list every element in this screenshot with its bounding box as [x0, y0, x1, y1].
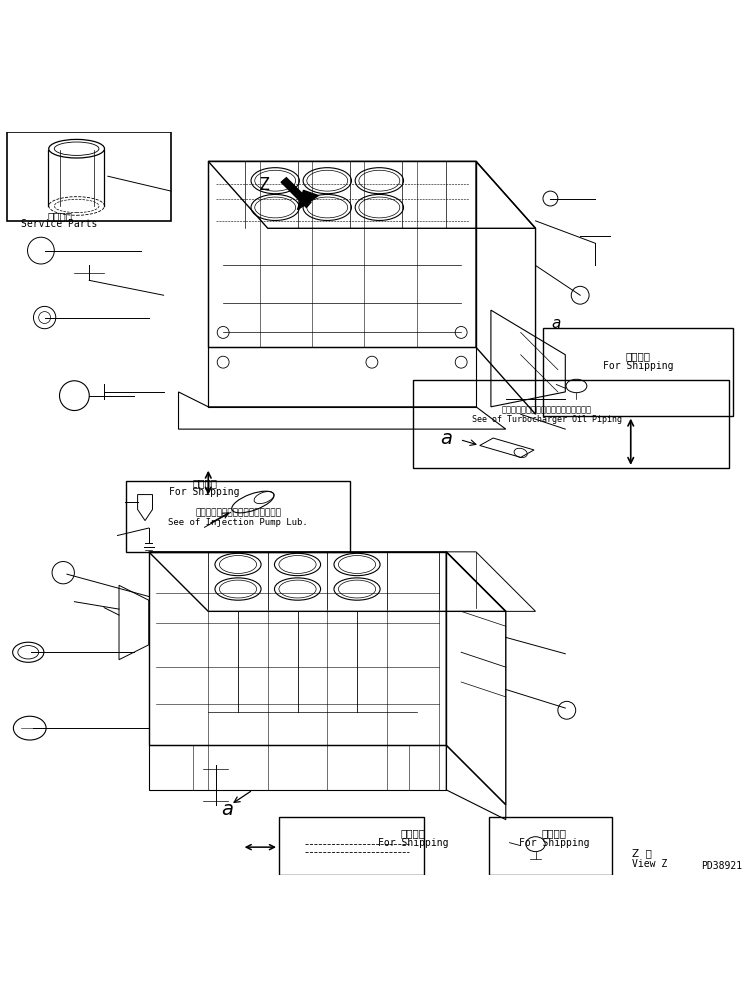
Text: インジェクションポンプルーブ参照: インジェクションポンプルーブ参照: [195, 509, 281, 518]
Text: Z: Z: [258, 176, 270, 194]
Text: For Shipping: For Shipping: [377, 838, 448, 848]
Bar: [543, 328, 733, 416]
Text: 運搬部品: 運搬部品: [400, 828, 425, 838]
Polygon shape: [297, 190, 318, 209]
Text: For Shipping: For Shipping: [170, 487, 240, 497]
Text: 運搬部品: 運搬部品: [542, 828, 567, 838]
Text: See of Turbocharger Oil Piping: See of Turbocharger Oil Piping: [471, 415, 622, 424]
Text: 運搬部品: 運搬部品: [192, 477, 217, 487]
Text: ターボチャージャオイルパイピング参照: ターボチャージャオイルパイピング参照: [502, 405, 592, 414]
Text: a: a: [552, 316, 561, 331]
Text: 補給専用: 補給専用: [47, 211, 72, 222]
Text: Service Parts: Service Parts: [22, 220, 98, 230]
Bar: [413, 380, 729, 468]
Bar: [7, 132, 171, 221]
Text: For Shipping: For Shipping: [519, 838, 589, 848]
Polygon shape: [281, 177, 311, 207]
Circle shape: [60, 381, 89, 411]
Text: View Z: View Z: [632, 859, 668, 868]
Text: For Shipping: For Shipping: [603, 361, 674, 371]
Bar: [126, 481, 350, 552]
Text: 運搬部品: 運搬部品: [626, 351, 651, 362]
Text: a: a: [221, 801, 233, 820]
Text: See of Injection Pump Lub.: See of Injection Pump Lub.: [168, 519, 308, 528]
Text: PD38921: PD38921: [701, 861, 742, 871]
Text: Z  視: Z 視: [632, 848, 652, 858]
Text: a: a: [440, 429, 452, 447]
Bar: [279, 818, 424, 875]
Bar: [489, 818, 612, 875]
